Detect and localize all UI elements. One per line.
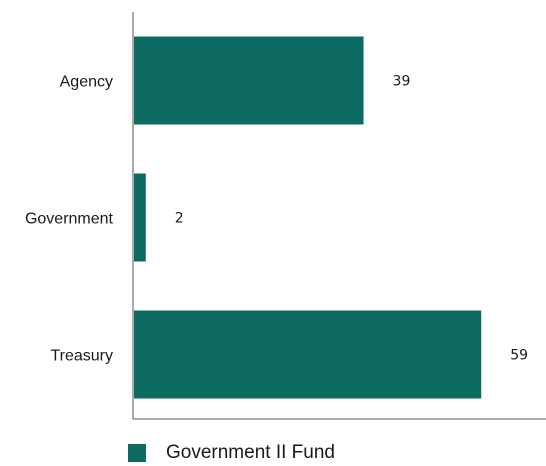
- value-label-treasury: 59: [510, 348, 528, 364]
- legend-label: Government II Fund: [166, 442, 335, 463]
- bars-layer: Agency 39 Government 2 Treasury 59: [25, 36, 528, 399]
- value-label-agency: 39: [393, 74, 411, 90]
- legend: Government II Fund: [128, 440, 335, 466]
- bar-agency: [134, 36, 364, 125]
- bar-chart: Agency 39 Government 2 Treasury 59: [25, 12, 546, 420]
- category-label-treasury: Treasury: [50, 348, 113, 365]
- value-label-government: 2: [175, 211, 184, 227]
- bar-treasury: [134, 310, 482, 399]
- category-label-government: Government: [25, 211, 114, 228]
- legend-swatch: [128, 444, 146, 462]
- bar-government: [134, 173, 146, 262]
- category-label-agency: Agency: [60, 74, 113, 91]
